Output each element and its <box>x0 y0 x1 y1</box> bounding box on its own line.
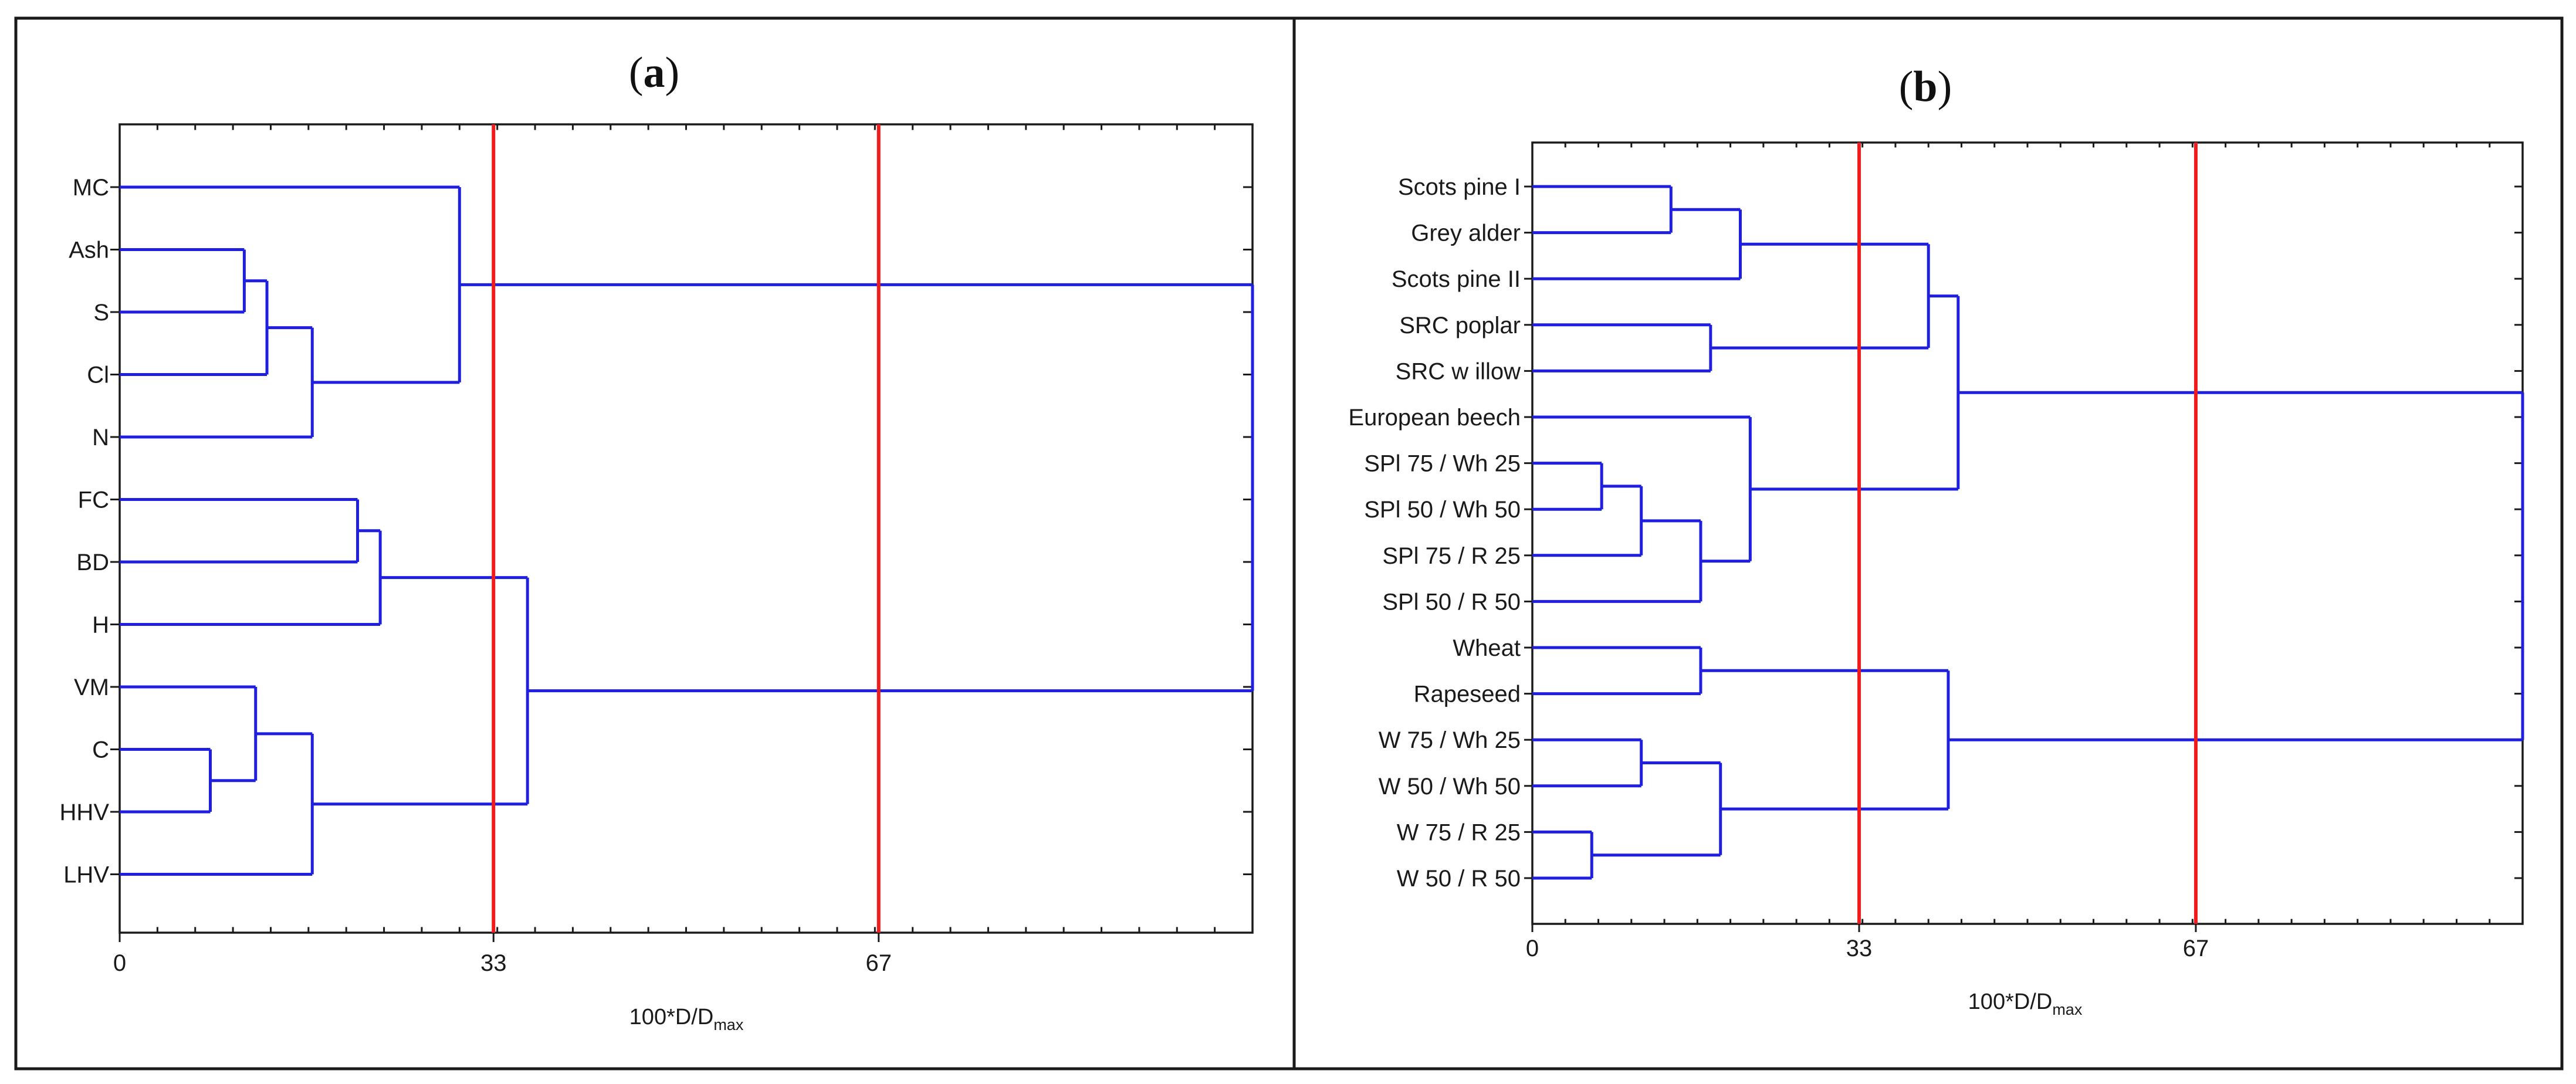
panel-b-leaf-label: SPl 75 / R 25 <box>1382 543 1521 569</box>
panel-a-leaf-label: MC <box>73 175 109 201</box>
panel-b-leaf-label: W 75 / Wh 25 <box>1379 727 1521 753</box>
panel-b-x-tick-label: 0 <box>1526 936 1539 961</box>
panel-a-x-tick-label: 33 <box>480 950 507 976</box>
panel-b-leaf-label: Scots pine I <box>1398 174 1521 200</box>
panel-a-marks: 0 33 67 MC Ash S Cl N FC BD H VM C HHV LHV <box>60 124 1254 976</box>
panel-b-x-axis-title-main: 100*D/D <box>1968 990 2053 1014</box>
panel-a-leaf-label: LHV <box>63 862 109 888</box>
panel-a-leaf-label: N <box>92 425 109 450</box>
panel-b-leaf-label: SPl 75 / Wh 25 <box>1364 451 1521 477</box>
panel-b-leaf-label: SRC poplar <box>1399 313 1521 338</box>
panel-b-leaf-label: SRC w illow <box>1396 358 1521 384</box>
panel-a-leaf-label: Ash <box>69 238 109 263</box>
panel-b-leaf-label: SPl 50 / R 50 <box>1382 589 1521 615</box>
panel-a-leaf-label: S <box>93 300 109 326</box>
panel-a-leaf-label: VM <box>74 675 109 700</box>
panel-b-leaf-label: SPl 50 / Wh 50 <box>1364 497 1521 523</box>
panel-b-leaf-label: Grey alder <box>1411 221 1521 246</box>
panel-b-leaf-label: Rapeseed <box>1414 682 1521 707</box>
panel-a: (a) 0 33 67 MC Ash S Cl N FC BD H VM C HHV LHV 100*D/D… <box>60 49 1254 1034</box>
panel-b-leaf-label: W 75 / R 25 <box>1397 819 1521 845</box>
panel-b-title: (b) <box>1899 63 1952 111</box>
panel-b-leaf-label: European beech <box>1348 405 1521 431</box>
panel-b-leaf-label: W 50 / Wh 50 <box>1379 774 1521 800</box>
panel-b-leaf-label: W 50 / R 50 <box>1397 866 1521 892</box>
panel-a-leaf-label: BD <box>76 550 109 575</box>
panel-b-marks: 0 33 67 Scots pine I Grey alder Scots pine II… <box>1348 143 2524 961</box>
panel-a-plot-area <box>119 123 1254 934</box>
panel-a-leaf-label: Cl <box>87 363 109 388</box>
panel-a-x-axis-title: 100*D/Dmax <box>629 1005 744 1034</box>
panel-b-x-axis-title-sub: max <box>2052 1001 2083 1018</box>
panel-b-x-tick-label: 67 <box>2183 936 2209 961</box>
panel-a-x-tick-label: 0 <box>113 950 126 976</box>
panel-a-leaf-label: C <box>92 737 109 763</box>
outer-frame <box>14 16 2564 1071</box>
panel-b-title-letter: b <box>1913 63 1937 111</box>
panel-b-leaf-label: Scots pine II <box>1392 266 1521 292</box>
panel-b-plot-area <box>1531 141 2524 925</box>
panel-a-leaf-label: FC <box>78 487 109 513</box>
panel-a-title: (a) <box>629 49 679 97</box>
panel-b: (b) 0 33 67 Scots pine I Grey alder Scots pin… <box>1348 63 2524 1018</box>
panel-a-x-tick-label: 67 <box>866 950 892 976</box>
panel-a-leaf-label: H <box>92 612 109 638</box>
panel-a-title-letter: a <box>644 49 665 97</box>
panel-a-x-axis-title-main: 100*D/D <box>629 1005 714 1029</box>
panel-b-leaf-label: Wheat <box>1453 635 1521 661</box>
panel-b-x-axis-title: 100*D/Dmax <box>1968 990 2083 1018</box>
panel-a-x-axis-title-sub: max <box>713 1016 744 1034</box>
panel-a-leaf-label: HHV <box>60 800 110 825</box>
panel-b-x-tick-label: 33 <box>1846 936 1873 961</box>
